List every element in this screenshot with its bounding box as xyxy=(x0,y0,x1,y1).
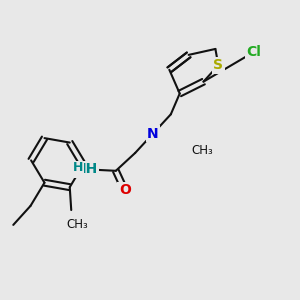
Text: NH: NH xyxy=(74,162,98,176)
Text: S: S xyxy=(213,58,224,72)
Text: N: N xyxy=(147,127,159,141)
Text: H: H xyxy=(73,161,83,174)
Text: CH₃: CH₃ xyxy=(192,144,213,157)
Text: CH₃: CH₃ xyxy=(66,218,88,231)
Text: O: O xyxy=(119,183,131,197)
Text: Cl: Cl xyxy=(247,45,262,59)
